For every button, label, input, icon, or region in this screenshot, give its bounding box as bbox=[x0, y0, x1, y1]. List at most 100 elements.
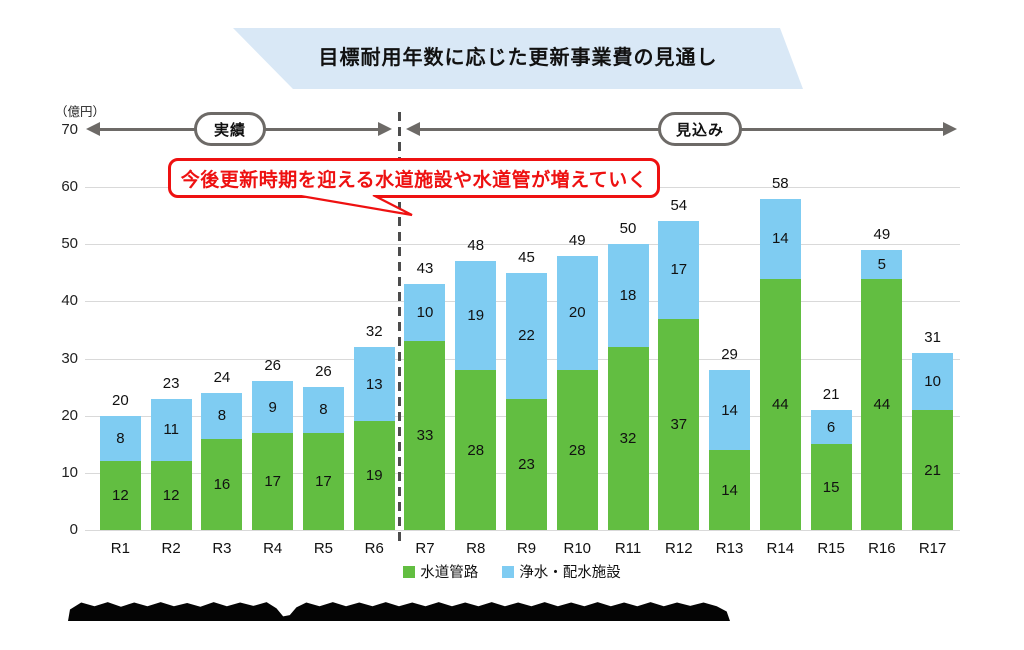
x-tick-label: R3 bbox=[212, 540, 232, 557]
x-tick-label: R14 bbox=[766, 540, 795, 557]
y-tick-label: 50 bbox=[61, 235, 78, 253]
x-tick-label: R13 bbox=[715, 540, 744, 557]
x-tick-label: R16 bbox=[868, 540, 896, 557]
bar-segment-facilities: 8 bbox=[201, 392, 243, 439]
y-tick-label: 70 bbox=[61, 121, 78, 138]
x-tick-label: R7 bbox=[415, 540, 435, 557]
bar-total-label: 48 bbox=[467, 237, 485, 255]
bar-segment-facilities: 14 bbox=[709, 370, 751, 450]
bar-total-label: 23 bbox=[162, 374, 180, 392]
bar-total-label: 43 bbox=[416, 260, 434, 278]
actual-arrowhead-left-icon bbox=[86, 122, 100, 136]
bar-segment-pipes: 44 bbox=[861, 278, 903, 530]
bar-segment-facilities: 9 bbox=[252, 381, 294, 433]
bar-total-label: 31 bbox=[924, 328, 941, 346]
forecast-period-badge: 見込み bbox=[658, 112, 742, 146]
bar-segment-facilities: 18 bbox=[607, 244, 649, 348]
redacted-footnote-bar bbox=[68, 602, 730, 621]
x-tick-label: R9 bbox=[516, 540, 537, 557]
forecast-period-label: 見込み bbox=[675, 121, 724, 139]
bar-total-label: 26 bbox=[264, 357, 282, 375]
bar-total-label: 49 bbox=[568, 231, 586, 249]
legend-swatch-icon bbox=[403, 565, 416, 578]
bar-segment-pipes: 33 bbox=[404, 341, 446, 530]
y-tick-label: 30 bbox=[61, 349, 78, 367]
legend: 水道管路 浄水・配水施設 bbox=[0, 561, 1024, 582]
chart-title: 目標耐用年数に応じた更新事業費の見通し bbox=[318, 47, 718, 69]
bar-segment-pipes: 37 bbox=[658, 318, 700, 530]
gridline bbox=[85, 244, 960, 246]
x-tick-label: R10 bbox=[563, 540, 592, 557]
bar-segment-pipes: 44 bbox=[759, 278, 801, 530]
legend-label: 水道管路 bbox=[420, 565, 479, 581]
x-tick-label: R1 bbox=[110, 540, 130, 557]
bar-total-label: 20 bbox=[112, 391, 129, 409]
bar-total-label: 45 bbox=[518, 248, 535, 266]
legend-swatch-icon bbox=[502, 565, 515, 578]
bar-segment-pipes: 32 bbox=[607, 347, 649, 530]
bar-segment-facilities: 13 bbox=[353, 347, 395, 422]
bar-total-label: 49 bbox=[873, 226, 891, 243]
bar-segment-pipes: 17 bbox=[252, 432, 294, 530]
y-axis-unit-label: （億円） bbox=[55, 105, 106, 119]
x-tick-label: R15 bbox=[817, 540, 845, 557]
title-banner: 目標耐用年数に応じた更新事業費の見通し bbox=[233, 28, 803, 89]
x-tick-label: R5 bbox=[313, 540, 334, 557]
forecast-divider-line bbox=[398, 112, 401, 542]
bar-segment-facilities: 10 bbox=[404, 284, 446, 342]
bar-segment-pipes: 12 bbox=[99, 461, 141, 530]
bar-total-label: 26 bbox=[315, 363, 332, 381]
y-tick-label: 60 bbox=[61, 178, 78, 196]
bar-total-label: 29 bbox=[721, 346, 738, 363]
legend-item: 水道管路 bbox=[403, 561, 478, 582]
bar-segment-facilities: 14 bbox=[759, 198, 801, 279]
bar-segment-pipes: 19 bbox=[353, 421, 395, 530]
bar-segment-pipes: 12 bbox=[150, 461, 192, 530]
forecast-arrowhead-left-icon bbox=[406, 122, 420, 136]
bar-segment-facilities: 6 bbox=[810, 410, 852, 445]
bar-segment-facilities: 20 bbox=[556, 255, 598, 370]
actual-period-badge: 実績 bbox=[194, 112, 266, 146]
bar-segment-pipes: 28 bbox=[556, 370, 598, 530]
bar-segment-facilities: 10 bbox=[912, 352, 954, 410]
bar-segment-facilities: 11 bbox=[150, 398, 192, 462]
bar-segment-pipes: 15 bbox=[810, 444, 852, 530]
y-tick-label: 10 bbox=[61, 463, 78, 481]
y-tick-label: 40 bbox=[61, 292, 78, 310]
callout-box: 今後更新時期を迎える水道施設や水道管が増えていく bbox=[168, 158, 660, 198]
bar-total-label: 21 bbox=[822, 386, 840, 403]
bar-total-label: 58 bbox=[771, 174, 789, 192]
bar-segment-facilities: 19 bbox=[455, 261, 497, 370]
x-tick-label: R6 bbox=[364, 540, 384, 557]
x-tick-label: R2 bbox=[161, 540, 181, 557]
bar-segment-pipes: 28 bbox=[455, 370, 497, 530]
y-tick-label: 20 bbox=[61, 406, 78, 424]
bar-segment-pipes: 23 bbox=[506, 398, 547, 530]
x-tick-label: R12 bbox=[665, 540, 693, 557]
bar-segment-facilities: 22 bbox=[506, 272, 547, 399]
bar-segment-pipes: 17 bbox=[302, 432, 344, 530]
callout-pointer-icon bbox=[294, 195, 413, 217]
callout-text: 今後更新時期を迎える水道施設や水道管が増えていく bbox=[180, 169, 648, 191]
y-tick-label: 0 bbox=[69, 521, 78, 538]
bar-total-label: 50 bbox=[619, 220, 637, 238]
x-axis-line bbox=[85, 530, 960, 531]
bar-total-label: 54 bbox=[670, 197, 688, 215]
x-tick-label: R11 bbox=[614, 540, 642, 557]
bar-segment-facilities: 17 bbox=[658, 221, 700, 319]
bar-segment-pipes: 16 bbox=[201, 438, 243, 530]
actual-period-label: 実績 bbox=[213, 121, 246, 139]
legend-label: 浄水・配水施設 bbox=[519, 565, 621, 581]
bar-segment-pipes: 21 bbox=[912, 410, 954, 530]
bar-segment-facilities: 5 bbox=[861, 250, 903, 279]
bar-segment-facilities: 8 bbox=[99, 415, 141, 462]
x-tick-label: R8 bbox=[466, 540, 486, 557]
bar-total-label: 32 bbox=[365, 323, 383, 341]
bar-segment-facilities: 8 bbox=[302, 387, 344, 433]
forecast-arrowhead-right-icon bbox=[943, 122, 957, 136]
x-tick-label: R4 bbox=[263, 540, 283, 557]
actual-arrowhead-right-icon bbox=[378, 122, 392, 136]
bar-segment-pipes: 14 bbox=[709, 450, 751, 530]
legend-item: 浄水・配水施設 bbox=[502, 561, 621, 582]
